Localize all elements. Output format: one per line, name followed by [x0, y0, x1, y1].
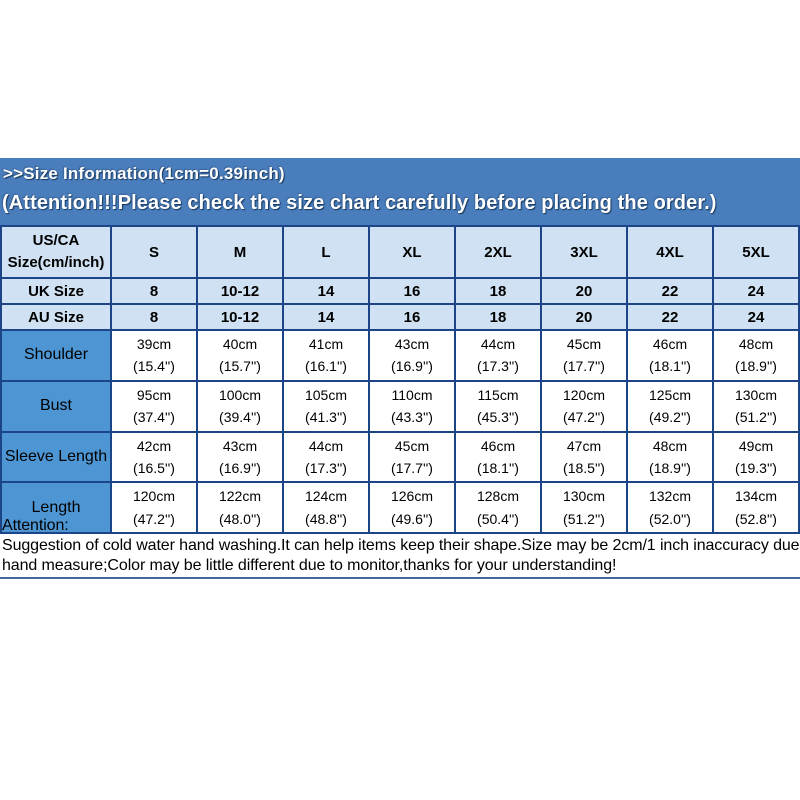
row-label-shoulder: Shoulder: [0, 329, 112, 382]
cell-length-5xl: 134cm (52.8''): [712, 481, 800, 535]
cell-uk-3xl: 20: [540, 277, 628, 305]
table-row-shoulder: Shoulder 39cm (15.4'') 40cm (15.7'') 41c…: [0, 329, 800, 382]
cell-au-5xl: 24: [712, 303, 800, 331]
cell-uk-2xl: 18: [454, 277, 542, 305]
cell-shoulder-4xl: 46cm (18.1''): [626, 329, 714, 382]
cell-bust-5xl: 130cm (51.2''): [712, 379, 800, 433]
attention-line-2: hand measure;Color may be little differe…: [2, 556, 617, 574]
cell-bust-m: 100cm (39.4''): [196, 379, 284, 433]
size-header-3xl: 3XL: [540, 225, 628, 279]
cell-au-l: 14: [282, 303, 370, 331]
cell-sleeve-3xl: 47cm (18.5''): [540, 430, 628, 484]
table-row-sleeve-length: Sleeve Length 42cm (16.5'') 43cm (16.9''…: [0, 430, 800, 484]
cell-uk-xl: 16: [368, 277, 456, 305]
banner-title: >>Size Information(1cm=0.39inch): [3, 164, 285, 183]
cell-sleeve-2xl: 46cm (18.1''): [454, 430, 542, 484]
banner-warning: (Attention!!!Please check the size chart…: [2, 192, 717, 214]
cell-sleeve-4xl: 48cm (18.9''): [626, 430, 714, 484]
cell-uk-s: 8: [110, 277, 198, 305]
size-header-5xl: 5XL: [712, 225, 800, 279]
cell-sleeve-l: 44cm (17.3''): [282, 430, 370, 484]
cell-au-2xl: 18: [454, 303, 542, 331]
row-label-bust: Bust: [0, 379, 112, 433]
size-header-4xl: 4XL: [626, 225, 714, 279]
size-table: US/CA Size(cm/inch) S M L XL 2XL 3XL 4XL…: [0, 225, 800, 535]
size-header-2xl: 2XL: [454, 225, 542, 279]
cell-length-2xl: 128cm (50.4''): [454, 481, 542, 535]
table-row-uk-size: UK Size 8 10-12 14 16 18 20 22 24: [0, 277, 800, 305]
cell-au-4xl: 22: [626, 303, 714, 331]
cell-length-l: 124cm (48.8''): [282, 481, 370, 535]
cell-bust-3xl: 120cm (47.2''): [540, 379, 628, 433]
table-row-bust: Bust 95cm (37.4'') 100cm (39.4'') 105cm …: [0, 379, 800, 433]
cell-au-s: 8: [110, 303, 198, 331]
cell-uk-5xl: 24: [712, 277, 800, 305]
cell-length-xl: 126cm (49.6''): [368, 481, 456, 535]
cell-uk-m: 10-12: [196, 277, 284, 305]
cell-au-xl: 16: [368, 303, 456, 331]
cell-shoulder-m: 40cm (15.7''): [196, 329, 284, 382]
cell-length-m: 122cm (48.0''): [196, 481, 284, 535]
attention-line-1: Suggestion of cold water hand washing.It…: [2, 536, 800, 554]
cell-length-3xl: 130cm (51.2''): [540, 481, 628, 535]
size-header-xl: XL: [368, 225, 456, 279]
table-row-au-size: AU Size 8 10-12 14 16 18 20 22 24: [0, 303, 800, 331]
cell-shoulder-2xl: 44cm (17.3''): [454, 329, 542, 382]
cell-uk-l: 14: [282, 277, 370, 305]
cell-bust-4xl: 125cm (49.2''): [626, 379, 714, 433]
bottom-divider: [0, 577, 800, 579]
cell-sleeve-s: 42cm (16.5''): [110, 430, 198, 484]
banner: >>Size Information(1cm=0.39inch) (Attent…: [0, 158, 800, 225]
row-label-au-size: AU Size: [0, 303, 112, 331]
cell-shoulder-s: 39cm (15.4''): [110, 329, 198, 382]
cell-length-s: 120cm (47.2''): [110, 481, 198, 535]
size-header-m: M: [196, 225, 284, 279]
cell-bust-l: 105cm (41.3''): [282, 379, 370, 433]
cell-au-3xl: 20: [540, 303, 628, 331]
cell-shoulder-5xl: 48cm (18.9''): [712, 329, 800, 382]
attention-note: Attention: Suggestion of cold water hand…: [0, 516, 800, 575]
cell-shoulder-xl: 43cm (16.9''): [368, 329, 456, 382]
cell-sleeve-xl: 45cm (17.7''): [368, 430, 456, 484]
table-header-row: US/CA Size(cm/inch) S M L XL 2XL 3XL 4XL…: [0, 225, 800, 279]
row-label-sleeve-length: Sleeve Length: [0, 430, 112, 484]
cell-au-m: 10-12: [196, 303, 284, 331]
cell-shoulder-3xl: 45cm (17.7''): [540, 329, 628, 382]
table-row-length: Length 120cm (47.2'') 122cm (48.0'') 124…: [0, 481, 800, 535]
cell-sleeve-m: 43cm (16.9''): [196, 430, 284, 484]
size-header-s: S: [110, 225, 198, 279]
cell-bust-s: 95cm (37.4''): [110, 379, 198, 433]
cell-sleeve-5xl: 49cm (19.3''): [712, 430, 800, 484]
row-label-length: Length: [0, 481, 112, 535]
cell-uk-4xl: 22: [626, 277, 714, 305]
size-header-l: L: [282, 225, 370, 279]
cell-shoulder-l: 41cm (16.1''): [282, 329, 370, 382]
cell-length-4xl: 132cm (52.0''): [626, 481, 714, 535]
cell-bust-xl: 110cm (43.3''): [368, 379, 456, 433]
cell-bust-2xl: 115cm (45.3''): [454, 379, 542, 433]
corner-header-cell: US/CA Size(cm/inch): [0, 225, 112, 279]
attention-title: Attention:: [2, 517, 69, 534]
row-label-uk-size: UK Size: [0, 277, 112, 305]
